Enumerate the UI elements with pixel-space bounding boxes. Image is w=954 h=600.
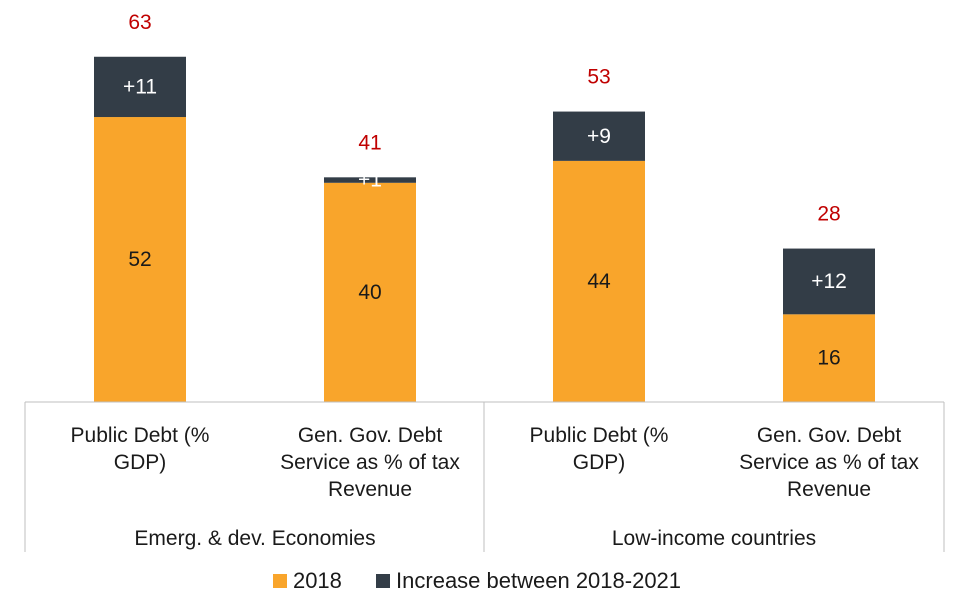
- data-label-2018-lic-public-debt: 44: [587, 270, 611, 293]
- category-label-lic-debt-service-line-3: Revenue: [787, 478, 871, 501]
- legend-item-2018: 2018: [272, 568, 342, 594]
- category-label-lic-public-debt-line-1: Public Debt (%: [530, 424, 669, 447]
- category-label-emerg-public-debt-line-1: Public Debt (%: [71, 424, 210, 447]
- total-label-emerg-public-debt: 63: [128, 11, 151, 34]
- legend: 2018 Increase between 2018-2021: [0, 568, 954, 594]
- data-label-2018-emerg-public-debt: 52: [128, 248, 151, 271]
- group-label-2: Low-income countries: [612, 527, 816, 550]
- bar-2018-emerg-debt-service: [324, 182, 416, 402]
- data-label-increase-emerg-debt-service: +1: [358, 169, 382, 192]
- group-label-1: Emerg. & dev. Economies: [134, 527, 375, 550]
- legend-swatch-increase: [376, 574, 391, 588]
- data-label-increase-lic-debt-service: +12: [811, 270, 847, 293]
- total-label-lic-public-debt: 53: [587, 66, 610, 89]
- bar-2018-lic-debt-service: [783, 314, 875, 402]
- legend-label-2018: 2018: [292, 568, 342, 593]
- data-label-increase-emerg-public-debt: +11: [123, 75, 157, 98]
- legend-swatch-2018: [272, 574, 287, 588]
- category-label-emerg-debt-service-line-1: Gen. Gov. Debt: [298, 424, 443, 447]
- data-label-2018-emerg-debt-service: 40: [358, 281, 381, 304]
- category-label-emerg-public-debt-line-2: GDP): [114, 451, 167, 474]
- chart: 52 +11 63 40 +1 41 44 +9 53 16 +12 28 Public Debt (…: [24, 11, 945, 552]
- bar-increase-lic-public-debt: [553, 111, 645, 161]
- legend-item-increase: Increase between 2018-2021: [376, 568, 681, 594]
- bars: 52 +11 63 40 +1 41 44 +9 53 16 +12 28: [94, 11, 875, 402]
- category-label-lic-public-debt-line-2: GDP): [573, 451, 626, 474]
- bar-increase-emerg-debt-service: [324, 177, 416, 183]
- total-label-lic-debt-service: 28: [817, 203, 840, 226]
- bar-2018-emerg-public-debt: [94, 117, 186, 402]
- bar-increase-lic-debt-service: [783, 248, 875, 315]
- bar-2018-lic-public-debt: [553, 160, 645, 402]
- category-label-emerg-debt-service-line-3: Revenue: [328, 478, 412, 501]
- category-axis: Public Debt (% GDP) Gen. Gov. Debt Service …: [24, 401, 945, 552]
- category-label-lic-debt-service-line-1: Gen. Gov. Debt: [757, 424, 902, 447]
- legend-label-increase: Increase between 2018-2021: [396, 568, 682, 593]
- category-label-emerg-debt-service-line-2: Service as % of tax: [280, 451, 460, 474]
- bar-increase-emerg-public-debt: [94, 56, 186, 118]
- data-label-2018-lic-debt-service: 16: [817, 347, 840, 370]
- total-label-emerg-debt-service: 41: [358, 131, 381, 154]
- data-label-increase-lic-public-debt: +9: [587, 125, 611, 148]
- category-label-lic-debt-service-line-2: Service as % of tax: [739, 451, 919, 474]
